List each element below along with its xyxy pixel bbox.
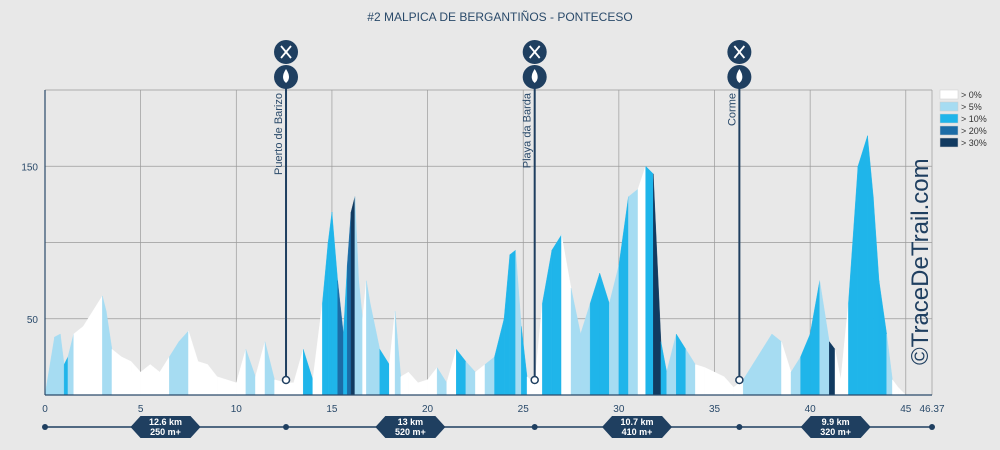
poi-point: [530, 375, 539, 385]
segment-node: [736, 424, 743, 430]
axes: [44, 90, 932, 396]
x-tick-label: 0: [42, 404, 48, 415]
legend-swatch: [939, 125, 959, 136]
x-tick-label: 5: [138, 404, 144, 415]
elevation-segment: [637, 166, 646, 396]
poi-point: [735, 375, 744, 385]
elevation-segment: [857, 135, 868, 396]
elevation-areas: [44, 135, 907, 396]
x-tick-label: 40: [805, 404, 817, 415]
elevation-segment: [628, 188, 639, 396]
x-tick-label: 30: [613, 404, 625, 415]
legend-swatch: [939, 101, 959, 112]
x-tick-label: 10: [231, 404, 243, 415]
legend-label: > 0%: [961, 90, 982, 100]
segment-node: [42, 424, 48, 430]
elevation-segment: [771, 333, 782, 396]
x-tick-label: 35: [709, 404, 721, 415]
segment-gain: 320 m+: [820, 427, 851, 437]
water-drop-icon: [283, 69, 290, 83]
segment-badge-shape: [375, 416, 446, 438]
elevation-segment: [285, 382, 294, 396]
points-of-interest: Puerto de Barizo Playa da Barda Corme: [273, 40, 752, 385]
x-tick-label: 46.37: [919, 404, 944, 415]
x-tick-label: 15: [326, 404, 338, 415]
poi-marker: Corme: [726, 40, 752, 385]
legend-swatch: [939, 113, 959, 124]
elevation-segment: [695, 364, 706, 396]
poi-label: Puerto de Barizo: [273, 93, 285, 175]
food-icon-knife: [280, 45, 292, 59]
poi-marker: Playa da Barda: [522, 40, 547, 385]
legend: > 0% > 5% > 10% > 20% > 30%: [939, 89, 987, 148]
elevation-segment: [73, 325, 84, 396]
grid: [45, 89, 933, 395]
segment-distance: 13 km: [398, 417, 424, 427]
elevation-segment: [829, 341, 836, 396]
plot-area: [44, 89, 933, 396]
chart-title: #2 MALPICA DE BERGANTIÑOS - PONTECESO: [367, 10, 632, 24]
elevation-segment: [92, 295, 103, 396]
elevation-segment: [327, 211, 333, 396]
poi-label: Corme: [726, 93, 738, 126]
elevation-segment: [197, 361, 208, 396]
elevation-segment: [102, 295, 107, 396]
y-axis-ticks: 50 150: [21, 162, 38, 326]
segment-node: [929, 424, 935, 430]
legend-label: > 5%: [961, 102, 982, 112]
elevation-segment: [551, 234, 562, 396]
elevation-segment: [704, 367, 715, 396]
water-drop-icon: [736, 69, 743, 83]
elevation-segment: [121, 356, 132, 396]
x-tick-label: 25: [518, 404, 530, 415]
elevation-segment: [216, 376, 227, 396]
poi-marker: Puerto de Barizo: [273, 40, 299, 385]
segment-node: [531, 424, 538, 430]
segment-badge-shape: [800, 416, 871, 438]
elevation-segment: [54, 333, 61, 396]
legend-swatch: [939, 89, 959, 100]
food-icon-knife: [733, 45, 746, 59]
segment-gain: 250 m+: [150, 427, 181, 437]
segment-badge-shape: [602, 416, 673, 438]
x-tick-label: 20: [422, 404, 434, 415]
y-tick-label: 50: [27, 315, 39, 326]
legend-label: > 10%: [961, 114, 987, 124]
elevation-segment: [111, 348, 122, 396]
y-tick-label: 150: [21, 162, 38, 173]
segment-gain: 520 m+: [395, 427, 426, 437]
segment-gain: 410 m+: [622, 427, 653, 437]
segment-node: [283, 424, 290, 430]
watermark: ©TraceDeTrail.com: [907, 158, 934, 365]
poi-label: Playa da Barda: [522, 92, 534, 168]
elevation-segment: [509, 249, 516, 396]
poi-point: [281, 375, 291, 385]
x-axis-ticks: 0 5 10 15 20 25 30 35 40 45 46.37: [42, 404, 945, 415]
x-tick-label: 45: [900, 404, 912, 415]
segment-distance: 12.6 km: [149, 417, 182, 427]
segment-badge-shape: [130, 416, 201, 438]
elevation-segment: [645, 165, 654, 396]
segment-distance: 10.7 km: [621, 417, 654, 427]
legend-label: > 30%: [961, 138, 987, 148]
legend-label: > 20%: [961, 126, 987, 136]
elevation-segment: [178, 330, 189, 396]
water-drop-icon: [531, 69, 538, 83]
food-icon-knife: [529, 45, 541, 59]
segment-distance: 9.9 km: [822, 417, 850, 427]
elevation-segment: [350, 196, 356, 396]
legend-swatch: [939, 137, 959, 148]
